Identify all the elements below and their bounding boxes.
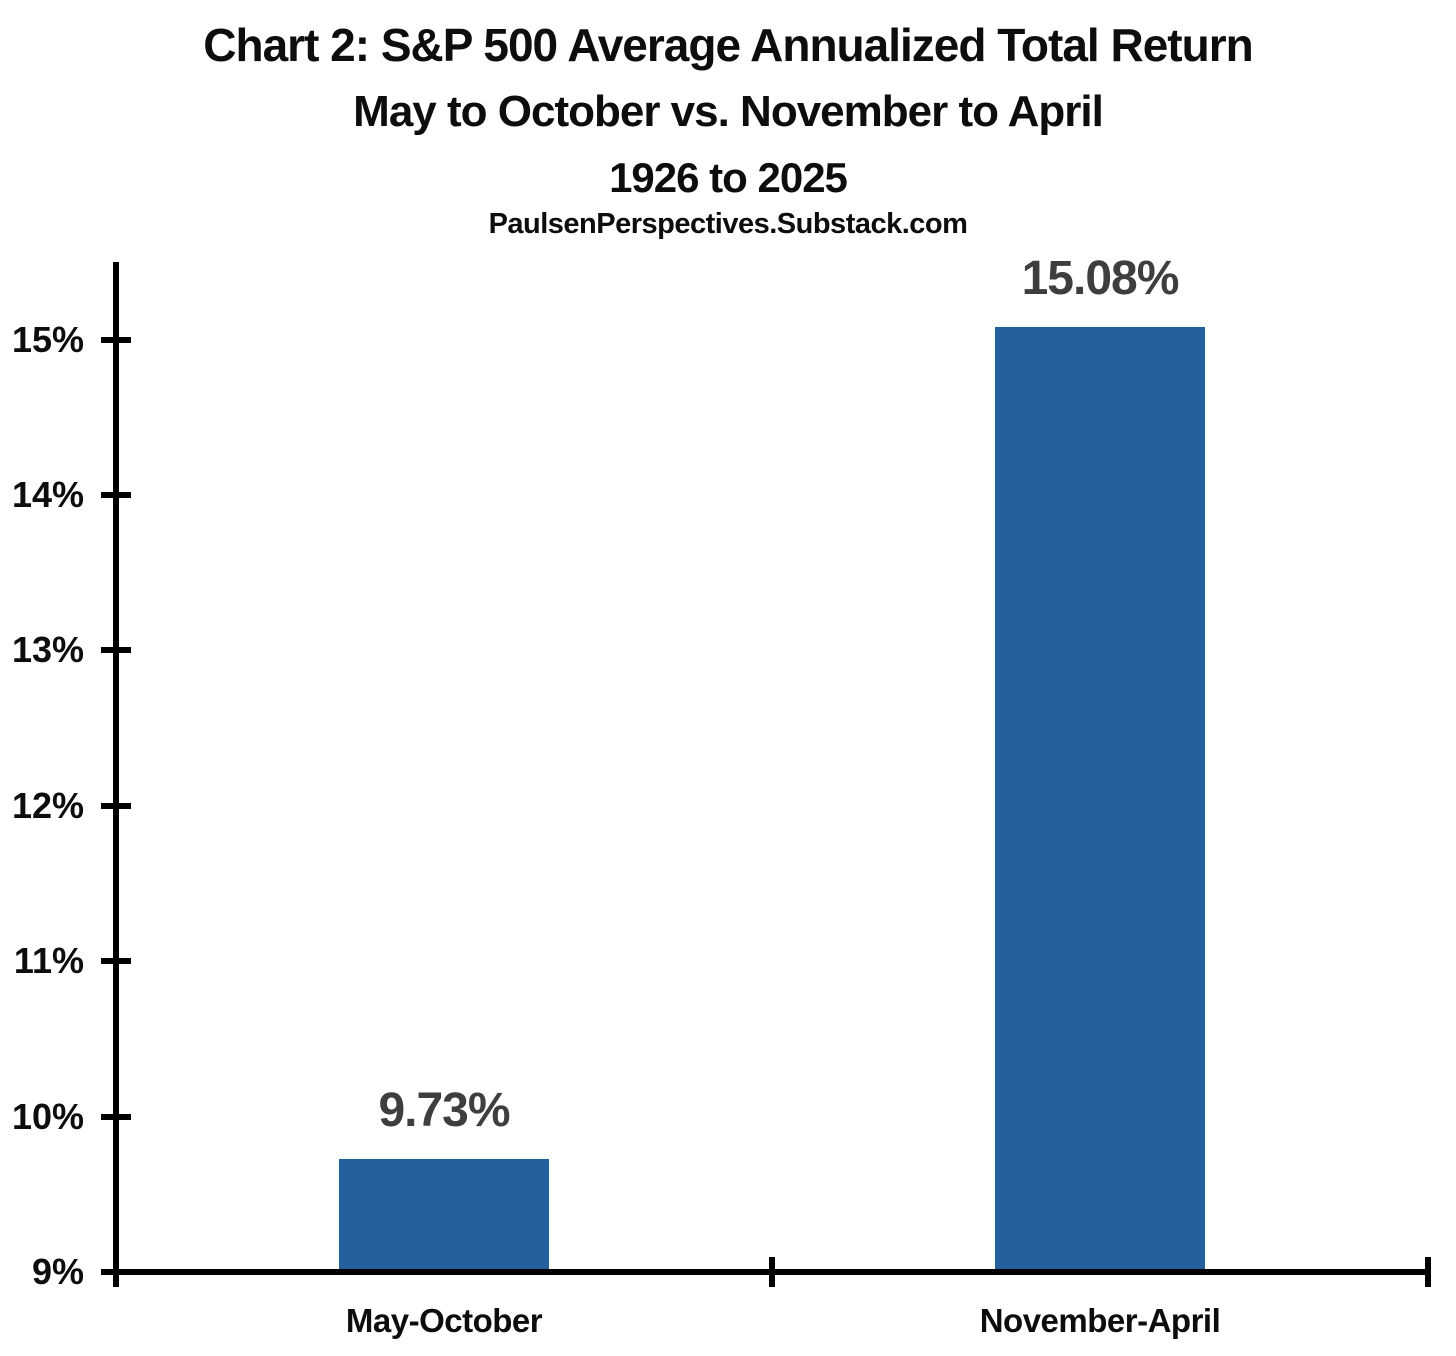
chart-title: Chart 2: S&P 500 Average Annualized Tota… bbox=[203, 19, 1253, 71]
y-axis-line bbox=[113, 262, 119, 1287]
x-axis-tick bbox=[769, 1257, 775, 1287]
y-axis-tick-label: 15% bbox=[11, 318, 84, 360]
y-axis-tick-label: 9% bbox=[31, 1251, 84, 1292]
value-label-november-april: 15.08% bbox=[1021, 252, 1180, 306]
y-axis-tick-label: 14% bbox=[11, 474, 84, 516]
y-axis-tick bbox=[101, 1113, 131, 1120]
chart-header: Chart 2: S&P 500 Average Annualized Tota… bbox=[0, 18, 1456, 242]
y-axis-tick-label: 13% bbox=[11, 629, 84, 671]
bar-may-october bbox=[339, 1158, 549, 1269]
x-axis-tick bbox=[113, 1257, 119, 1287]
y-axis-tick bbox=[101, 336, 131, 343]
y-axis-tick bbox=[101, 647, 131, 654]
y-axis-tick-label: 12% bbox=[11, 784, 84, 826]
x-axis-tick bbox=[1425, 1257, 1431, 1287]
y-axis-tick-label: 11% bbox=[13, 940, 84, 982]
y-axis-tick bbox=[101, 958, 131, 965]
chart-period: 1926 to 2025 bbox=[609, 153, 848, 201]
y-axis-tick bbox=[101, 802, 131, 809]
y-axis-tick-label: 10% bbox=[11, 1095, 84, 1137]
chart-subtitle: May to October vs. November to April bbox=[353, 87, 1104, 137]
value-label-may-october: 9.73% bbox=[378, 1083, 510, 1137]
chart-source: PaulsenPerspectives.Substack.com bbox=[488, 208, 968, 241]
bar-november-april bbox=[995, 327, 1205, 1269]
category-label-may-october: May-October bbox=[345, 1302, 543, 1339]
y-axis-tick bbox=[101, 492, 131, 499]
category-label-november-april: November-April bbox=[979, 1302, 1221, 1339]
